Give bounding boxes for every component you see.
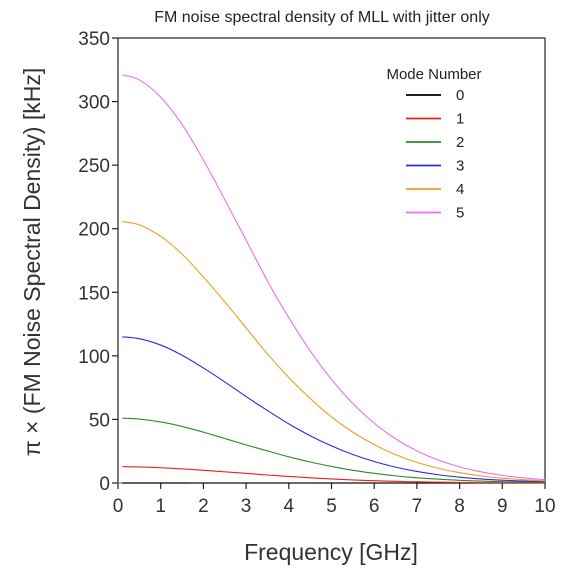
x-tick-label: 5 — [326, 496, 337, 517]
y-axis: 0 50 100 150 200 250 300 350 — [78, 29, 118, 495]
legend-label-mode-2: 2 — [456, 134, 464, 151]
x-tick-label: 1 — [155, 496, 166, 517]
legend-label-mode-0: 0 — [456, 87, 464, 104]
legend-title: Mode Number — [386, 66, 481, 83]
y-tick-label: 350 — [78, 29, 110, 50]
y-tick-label: 0 — [99, 474, 110, 495]
x-tick-label: 8 — [454, 496, 465, 517]
y-tick-label: 100 — [78, 347, 110, 368]
y-tick-label: 200 — [78, 220, 110, 241]
series-line-mode-1 — [122, 466, 546, 484]
x-tick-label: 6 — [369, 496, 380, 517]
legend-items: 0 1 2 3 4 5 — [406, 87, 464, 222]
legend-label-mode-1: 1 — [456, 111, 464, 128]
x-tick-label: 0 — [113, 496, 124, 517]
legend-label-mode-4: 4 — [456, 181, 464, 198]
x-tick-label: 3 — [241, 496, 252, 517]
chart-title: FM noise spectral density of MLL with ji… — [154, 9, 490, 26]
series-line-mode-5 — [122, 74, 546, 481]
series-line-mode-3 — [122, 336, 546, 483]
series-line-mode-2 — [122, 417, 546, 483]
x-tick-label: 9 — [497, 496, 508, 517]
legend: Mode Number 0 1 2 3 4 5 — [386, 66, 481, 222]
series-layer — [122, 74, 546, 484]
x-axis-label: Frequency [GHz] — [244, 539, 418, 565]
legend-label-mode-5: 5 — [456, 205, 464, 222]
x-tick-label: 7 — [412, 496, 423, 517]
series-line-mode-4 — [122, 221, 546, 482]
x-tick-label: 10 — [534, 496, 555, 517]
x-tick-label: 4 — [284, 496, 295, 517]
y-tick-label: 300 — [78, 93, 110, 114]
x-axis: 0 1 2 3 4 5 6 7 8 9 10 — [113, 483, 556, 517]
y-tick-label: 50 — [89, 410, 110, 431]
y-axis-label: π × (FM Noise Spectral Density) [kHz] — [19, 68, 45, 456]
legend-label-mode-3: 3 — [456, 158, 464, 175]
x-tick-label: 2 — [198, 496, 209, 517]
y-tick-label: 150 — [78, 283, 110, 304]
y-tick-label: 250 — [78, 156, 110, 177]
